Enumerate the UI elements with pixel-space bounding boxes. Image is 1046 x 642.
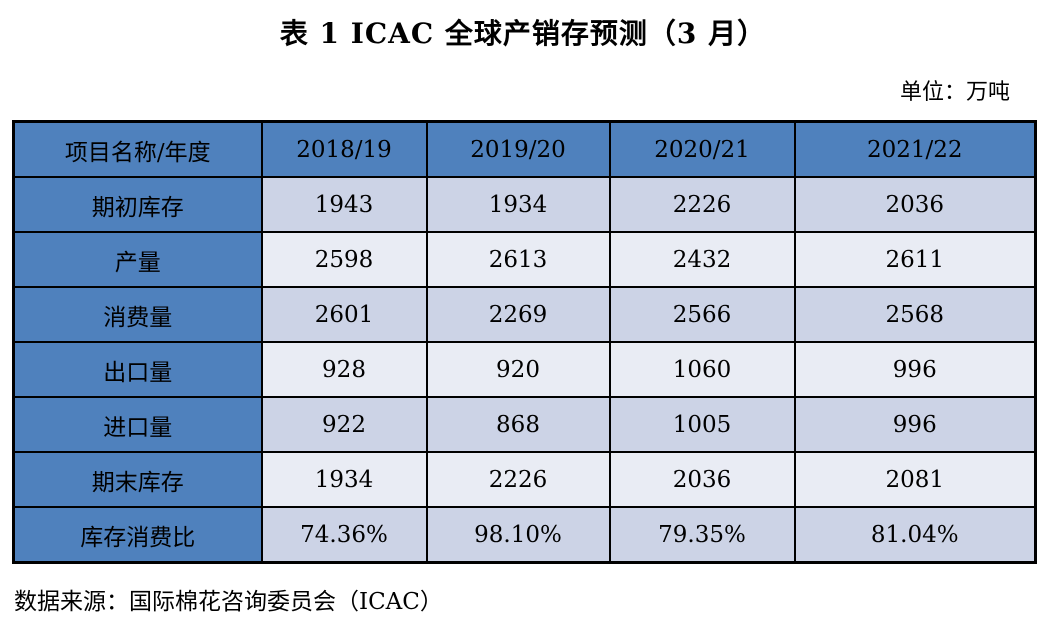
unit-note: 单位：万吨 [899,80,1010,105]
data-cell: 2613 [425,231,611,288]
data-cell: 1934 [425,176,611,233]
data-cell: 81.04% [793,506,1037,564]
data-cell: 868 [425,396,611,453]
row-label-cell: 进口量 [12,396,263,453]
header-cell-2018-19: 2018/19 [260,120,428,178]
data-cell: 79.35% [608,506,796,564]
table-row-ending-stock: 期末库存 1934 2226 2036 2081 [12,451,1037,508]
data-cell: 74.36% [260,506,428,564]
data-cell: 98.10% [425,506,611,564]
data-cell: 1934 [260,451,428,508]
row-label-cell: 产量 [12,231,263,288]
data-cell: 2611 [793,231,1037,288]
data-cell: 920 [425,341,611,398]
data-cell: 922 [260,396,428,453]
data-cell: 996 [793,396,1037,453]
table-title: 表 1 ICAC 全球产销存预测（3 月） [279,17,767,50]
data-cell: 1943 [260,176,428,233]
header-cell-2021-22: 2021/22 [793,120,1037,178]
row-label-cell: 出口量 [12,341,263,398]
row-label-cell: 期末库存 [12,451,263,508]
header-cell-2020-21: 2020/21 [608,120,796,178]
data-cell: 2226 [608,176,796,233]
data-cell: 2601 [260,286,428,343]
data-cell: 2226 [425,451,611,508]
row-label-cell: 期初库存 [12,176,263,233]
source-note: 数据来源：国际棉花咨询委员会（ICAC） [14,589,443,615]
table-row-imports: 进口量 922 868 1005 996 [12,396,1037,453]
row-label-cell: 消费量 [12,286,263,343]
data-cell: 2036 [608,451,796,508]
icac-forecast-table: 项目名称/年度 2018/19 2019/20 2020/21 2021/22 … [12,120,1037,564]
data-cell: 996 [793,341,1037,398]
header-cell-2019-20: 2019/20 [425,120,611,178]
data-cell: 2598 [260,231,428,288]
data-cell: 928 [260,341,428,398]
data-cell: 2566 [608,286,796,343]
table-row-beginning-stock: 期初库存 1943 1934 2226 2036 [12,176,1037,233]
row-label-cell: 库存消费比 [12,506,263,564]
data-cell: 2432 [608,231,796,288]
data-cell: 1060 [608,341,796,398]
table-row-production: 产量 2598 2613 2432 2611 [12,231,1037,288]
data-cell: 2036 [793,176,1037,233]
data-cell: 1005 [608,396,796,453]
data-cell: 2081 [793,451,1037,508]
table-row-exports: 出口量 928 920 1060 996 [12,341,1037,398]
header-row: 项目名称/年度 2018/19 2019/20 2020/21 2021/22 [12,120,1037,178]
table-row-stock-to-use-ratio: 库存消费比 74.36% 98.10% 79.35% 81.04% [12,506,1037,564]
header-cell-item-name: 项目名称/年度 [12,120,263,178]
table-row-consumption: 消费量 2601 2269 2566 2568 [12,286,1037,343]
data-cell: 2568 [793,286,1037,343]
data-cell: 2269 [425,286,611,343]
